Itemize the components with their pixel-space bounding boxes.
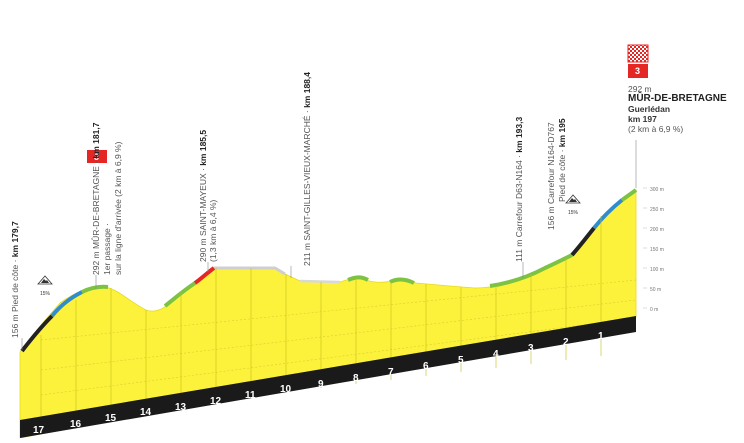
segment-blue-1 — [50, 290, 83, 318]
waypoint-km: km 179,7 — [10, 221, 20, 257]
waypoint-km: km 185,5 — [198, 130, 208, 166]
waypoint-km: km 188,4 — [302, 72, 312, 108]
climb-pct: 15% — [40, 291, 51, 297]
base-band — [20, 316, 636, 438]
segment-black-1 — [20, 314, 54, 353]
mountain-icon — [41, 279, 49, 283]
segment-green-2 — [163, 281, 197, 308]
svg-text:292 m MÛR-DE-BRETAGNE · km 181: 292 m MÛR-DE-BRETAGNE · km 181,7 — [91, 122, 101, 275]
waypoint-text: Pied de côte · — [557, 147, 567, 202]
waypoint-km: km 193,3 — [514, 117, 524, 153]
km-mark: 7 — [388, 367, 394, 378]
km-mark: 6 — [423, 361, 429, 372]
waypoint-label-2c: sur la ligne d'arrivée (2 km à 6,9 %) — [113, 141, 123, 275]
finish-climb: (2 km à 6,9 %) — [628, 124, 684, 134]
altitude-tick: 200 m — [650, 227, 664, 233]
waypoint-label-1: 156 m Pied de côte · km 179,7 — [10, 221, 20, 338]
km-mark: 13 — [175, 402, 187, 413]
climb-marker-2: 15% — [565, 194, 581, 216]
km-mark: 17 — [33, 425, 45, 436]
category-badge-first-passage: 3 — [87, 150, 107, 163]
waypoint-text: 211 m SAINT-GILLES-VIEUX-MARCHÉ · — [302, 108, 312, 266]
altitude-scale: 300 m 250 m 200 m 150 m 100 m 50 m 0 m — [643, 187, 664, 313]
climb-pct: 15% — [568, 210, 579, 216]
waypoint-text: (1,3 km à 6,4 %) — [208, 199, 218, 262]
waypoint-text: 156 m Carrefour N164-D767 — [546, 122, 556, 230]
finish-km: km 197 — [628, 114, 657, 124]
altitude-tick: 100 m — [650, 267, 664, 273]
km-mark: 3 — [528, 343, 534, 354]
waypoint-km: km 195 — [557, 118, 567, 147]
waypoint-text: 111 m Carrefour D63-N164 · — [514, 153, 524, 262]
waypoint-label-3b: (1,3 km à 6,4 %) — [208, 199, 218, 262]
finish-flag-icon — [627, 44, 649, 63]
mountain-icon — [569, 198, 577, 202]
waypoint-label-3: 290 m SAINT-MAYEUX · km 185,5 — [198, 130, 208, 262]
finish-category-number: 3 — [635, 66, 640, 76]
km-mark: 11 — [245, 390, 256, 401]
km-mark: 14 — [140, 407, 152, 418]
altitude-tick: 250 m — [650, 207, 664, 213]
climb-marker-1: 15% — [37, 275, 53, 297]
segment-red-1 — [193, 266, 216, 285]
waypoint-label-6b: Pied de côte · km 195 — [557, 118, 567, 202]
plateau-edge-2 — [299, 279, 341, 284]
finish-label: 292 m MÛR-DE-BRETAGNE Guerlédan km 197 (… — [628, 84, 740, 134]
waypoint-label-4: 211 m SAINT-GILLES-VIEUX-MARCHÉ · km 188… — [302, 72, 312, 266]
segment-green-4 — [389, 277, 415, 285]
km-mark: 2 — [563, 337, 569, 348]
plateau-edge — [214, 266, 286, 276]
altitude-tick: 150 m — [650, 247, 664, 253]
waypoint-label-2: 292 m MÛR-DE-BRETAGNE · km 181,7 — [91, 122, 101, 275]
segment-green-6 — [620, 188, 638, 202]
km-mark: 15 — [105, 413, 117, 424]
altitude-tick: 300 m — [650, 187, 664, 193]
waypoint-text: 156 m Pied de côte · — [10, 257, 20, 338]
svg-text:290 m SAINT-MAYEUX · km 185,5: 290 m SAINT-MAYEUX · km 185,5 — [198, 130, 208, 262]
waypoint-text: 1er passage · — [102, 223, 112, 275]
waypoint-text: 292 m MÛR-DE-BRETAGNE · — [91, 159, 101, 276]
finish-subtitle: Guerlédan — [628, 104, 671, 114]
km-mark: 12 — [210, 396, 222, 407]
altitude-tick: 0 m — [650, 307, 658, 313]
km-mark: 5 — [458, 355, 464, 366]
km-marks: 17 16 15 14 13 12 11 10 9 8 7 6 5 4 3 2 … — [33, 331, 604, 436]
svg-text:156 m Pied de côte · km 179,7: 156 m Pied de côte · km 179,7 — [10, 221, 20, 338]
finish-markers: 3 — [627, 44, 649, 78]
svg-text:Pied de côte · km 195: Pied de côte · km 195 — [557, 118, 567, 202]
segment-blue-2 — [592, 198, 624, 230]
km-mark: 9 — [318, 379, 324, 390]
waypoint-km: km 181,7 — [91, 122, 101, 158]
segment-green-3 — [347, 275, 369, 282]
waypoint-label-5: 111 m Carrefour D63-N164 · km 193,3 — [514, 117, 524, 262]
svg-text:111 m Carrefour D63-N164 · km: 111 m Carrefour D63-N164 · km 193,3 — [514, 117, 524, 262]
segment-green-5 — [489, 253, 573, 288]
km-mark: 4 — [493, 349, 499, 360]
km-mark: 16 — [70, 419, 82, 430]
finish-town: MÛR-DE-BRETAGNE — [628, 93, 727, 104]
waypoint-label-6: 156 m Carrefour N164-D767 — [546, 122, 556, 230]
km-mark: 10 — [280, 384, 292, 395]
altitude-tick: 50 m — [650, 287, 661, 293]
category-number: 3 — [94, 152, 99, 162]
leader-lines — [21, 140, 637, 350]
svg-text:211 m SAINT-GILLES-VIEUX-MARCH: 211 m SAINT-GILLES-VIEUX-MARCHÉ · km 188… — [302, 72, 312, 266]
waypoint-text: 290 m SAINT-MAYEUX · — [198, 166, 208, 262]
waypoint-label-2b: 1er passage · — [102, 223, 112, 275]
finish-category-badge — [628, 64, 648, 78]
finish-altitude: 292 m — [628, 84, 652, 94]
segment-black-2 — [570, 226, 596, 257]
km-mark: 8 — [353, 373, 359, 384]
km-mark: 1 — [598, 331, 604, 342]
waypoint-text: sur la ligne d'arrivée (2 km à 6,9 %) — [113, 141, 123, 275]
segment-green-1 — [81, 284, 109, 294]
